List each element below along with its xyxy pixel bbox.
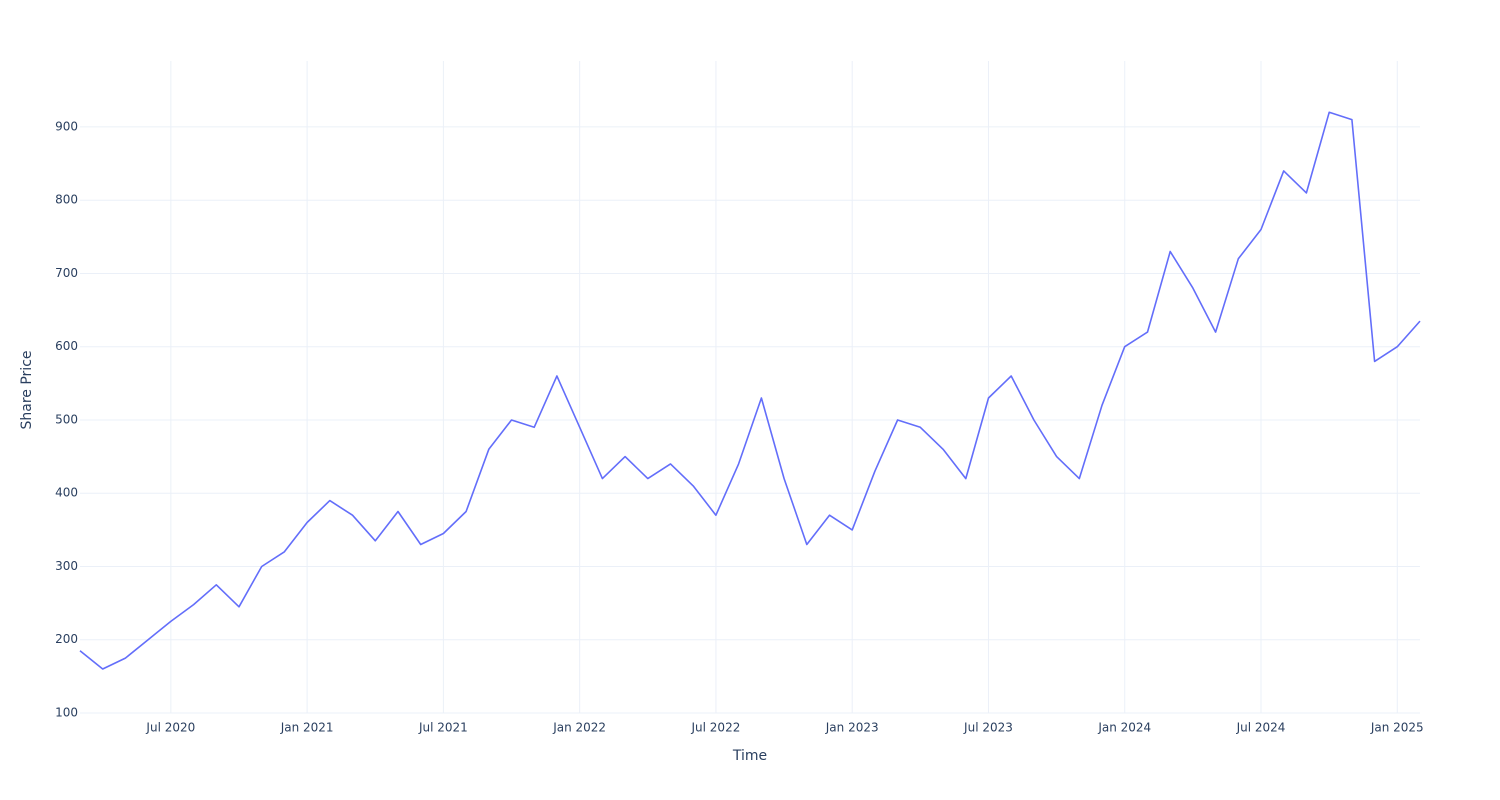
x-tick-label: Jan 2023	[825, 721, 879, 735]
y-tick-label: 500	[55, 412, 78, 426]
y-axis-title: Share Price	[19, 350, 35, 429]
x-tick-label: Jul 2021	[418, 721, 468, 735]
x-tick-label: Jul 2022	[691, 721, 741, 735]
x-tick-label: Jan 2024	[1097, 721, 1151, 735]
x-tick-label: Jan 2021	[280, 721, 334, 735]
y-tick-label: 600	[55, 339, 78, 353]
x-axis-title: Time	[732, 748, 767, 764]
x-tick-label: Jan 2022	[552, 721, 606, 735]
x-tick-label: Jul 2020	[145, 721, 195, 735]
y-tick-label: 300	[55, 559, 78, 573]
x-tick-label: Jan 2025	[1370, 721, 1424, 735]
price-line	[79, 111, 1421, 670]
y-tick-label: 900	[55, 119, 78, 133]
y-tick-label: 200	[55, 632, 78, 646]
x-tick-label: Jul 2024	[1236, 721, 1286, 735]
y-tick-label: 700	[55, 266, 78, 280]
x-tick-label: Jul 2023	[963, 721, 1013, 735]
y-tick-label: 800	[55, 193, 78, 207]
y-tick-label: 400	[55, 486, 78, 500]
y-tick-label: 100	[55, 706, 78, 720]
